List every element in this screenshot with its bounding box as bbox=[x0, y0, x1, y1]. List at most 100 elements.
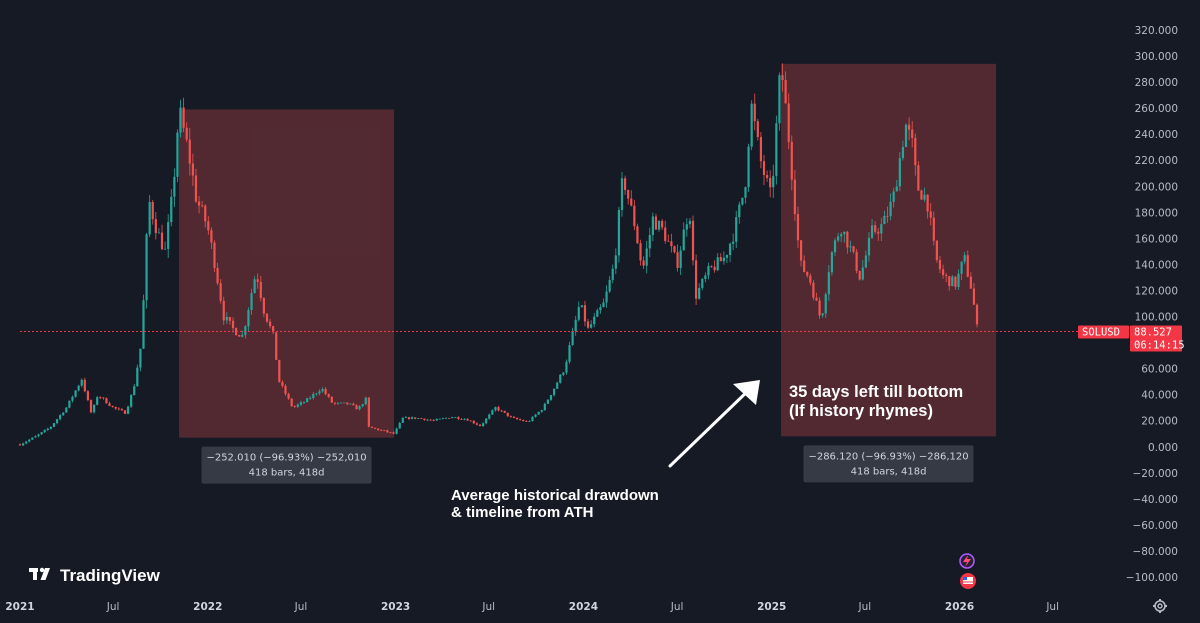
candle bbox=[812, 280, 815, 301]
candle bbox=[713, 260, 716, 273]
candle bbox=[309, 396, 312, 400]
candle bbox=[491, 409, 494, 415]
candle bbox=[188, 127, 191, 176]
candle bbox=[89, 399, 93, 414]
y-axis[interactable]: 320.000 300.000 280.000 260.000 240.000 220.0… bbox=[1126, 25, 1178, 584]
candle bbox=[423, 418, 426, 421]
tradingview-logo[interactable]: TradingView bbox=[29, 566, 161, 585]
candle bbox=[370, 426, 374, 428]
candle bbox=[605, 285, 608, 308]
candle bbox=[778, 72, 781, 131]
candle bbox=[466, 418, 469, 421]
candle bbox=[679, 246, 682, 275]
symbol-tag-bg bbox=[1078, 325, 1129, 339]
annotation-bottom-line2: & timeline from ATH bbox=[451, 504, 594, 521]
drawdown-box-1[interactable] bbox=[178, 109, 395, 438]
candle bbox=[861, 260, 864, 281]
measurement-bars-label: 418 bars, 418d bbox=[851, 466, 927, 477]
candle bbox=[377, 428, 380, 431]
candle bbox=[228, 316, 232, 325]
candle bbox=[867, 232, 871, 262]
candle bbox=[562, 371, 565, 377]
candle bbox=[670, 233, 673, 253]
candle bbox=[407, 416, 411, 421]
annotation-right-line1: 35 days left till bottom bbox=[789, 383, 963, 401]
candle bbox=[969, 272, 972, 290]
candle bbox=[213, 240, 216, 273]
candle bbox=[710, 265, 713, 269]
candle bbox=[833, 237, 837, 256]
candle bbox=[414, 417, 417, 420]
x-tick-label: Jul bbox=[481, 601, 495, 613]
us-flag-icon[interactable] bbox=[960, 573, 976, 589]
candle bbox=[265, 313, 269, 324]
candle bbox=[509, 415, 512, 418]
candle bbox=[395, 427, 398, 435]
candle bbox=[793, 170, 796, 221]
candle bbox=[796, 206, 800, 249]
x-tick-label: 2026 bbox=[945, 601, 974, 613]
candle bbox=[312, 391, 315, 400]
candle bbox=[401, 417, 404, 424]
candle bbox=[373, 427, 377, 430]
candle bbox=[173, 168, 176, 207]
candle bbox=[65, 406, 68, 413]
time-axis[interactable]: 2021 Jul 2022 Jul 2023 Jul 2024 Jul 2025 Jul 2026 J… bbox=[5, 601, 1059, 613]
x-tick-label: Jul bbox=[670, 601, 684, 613]
candle bbox=[68, 400, 71, 409]
candle bbox=[840, 232, 843, 243]
candle bbox=[327, 393, 330, 399]
candle bbox=[552, 388, 556, 397]
candle bbox=[247, 307, 250, 333]
candle bbox=[651, 212, 654, 242]
candle bbox=[917, 161, 920, 191]
candle bbox=[62, 412, 65, 416]
candle bbox=[963, 251, 966, 265]
candle bbox=[451, 416, 454, 419]
candle bbox=[852, 245, 855, 254]
candle bbox=[268, 318, 272, 329]
measurement-box-1: −252.010 (−96.93%) −252,010 418 bars, 418… bbox=[201, 446, 372, 484]
candle bbox=[701, 277, 704, 291]
candle bbox=[574, 315, 577, 336]
candle bbox=[367, 396, 370, 428]
y-tick-label: 20.000 bbox=[1141, 416, 1178, 428]
candle bbox=[18, 443, 22, 446]
candle bbox=[231, 317, 235, 333]
candle bbox=[139, 348, 142, 372]
candle bbox=[741, 197, 744, 206]
candle bbox=[293, 405, 296, 408]
candle bbox=[410, 416, 414, 420]
lightning-icon[interactable] bbox=[959, 553, 975, 569]
gear-icon[interactable] bbox=[1153, 599, 1167, 613]
x-tick-label: Jul bbox=[106, 601, 120, 613]
candle bbox=[546, 399, 550, 405]
y-tick-label: 260.000 bbox=[1135, 103, 1178, 115]
candle bbox=[735, 210, 738, 249]
candle bbox=[287, 392, 290, 400]
candle bbox=[522, 419, 525, 422]
candle bbox=[815, 292, 818, 301]
candle bbox=[540, 409, 543, 413]
candle bbox=[99, 396, 102, 400]
candle bbox=[111, 405, 114, 408]
candle bbox=[596, 308, 599, 317]
candle bbox=[787, 93, 790, 150]
candle bbox=[494, 406, 497, 412]
candle bbox=[204, 204, 207, 228]
candle bbox=[972, 282, 976, 305]
candle bbox=[472, 420, 475, 425]
candle bbox=[170, 189, 173, 227]
annotation-arrow bbox=[668, 380, 760, 468]
y-tick-label: −20.000 bbox=[1132, 468, 1178, 480]
y-tick-label: 280.000 bbox=[1135, 77, 1178, 89]
candle bbox=[201, 200, 204, 208]
candle bbox=[556, 381, 559, 389]
candle bbox=[497, 405, 500, 412]
candle bbox=[133, 383, 136, 396]
candle bbox=[707, 262, 710, 280]
candle bbox=[250, 288, 253, 315]
drawdown-box-2[interactable] bbox=[780, 63, 997, 437]
candle bbox=[889, 193, 892, 221]
